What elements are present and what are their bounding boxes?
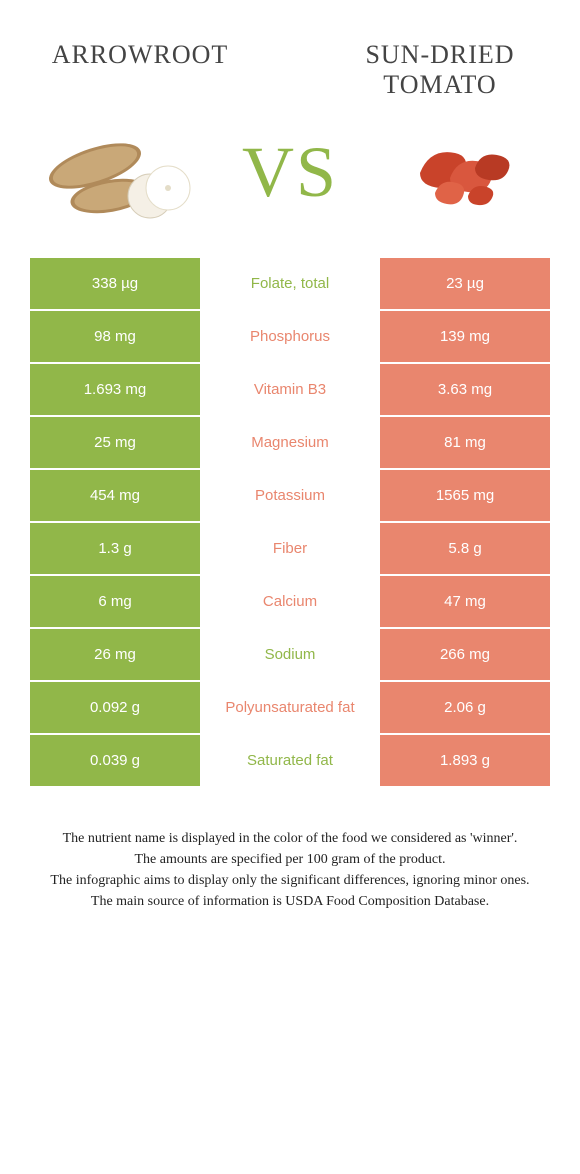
value-left: 1.693 mg: [30, 364, 200, 415]
value-left: 25 mg: [30, 417, 200, 468]
value-right: 1565 mg: [380, 470, 550, 521]
value-left: 26 mg: [30, 629, 200, 680]
nutrient-name: Sodium: [200, 629, 380, 680]
nutrient-name: Fiber: [200, 523, 380, 574]
value-left: 1.3 g: [30, 523, 200, 574]
value-right: 47 mg: [380, 576, 550, 627]
nutrient-name: Calcium: [200, 576, 380, 627]
table-row: 25 mgMagnesium81 mg: [30, 417, 550, 468]
nutrient-name: Polyunsaturated fat: [200, 682, 380, 733]
food-left-title: Arrowroot: [40, 40, 240, 70]
table-row: 6 mgCalcium47 mg: [30, 576, 550, 627]
value-right: 81 mg: [380, 417, 550, 468]
table-row: 0.039 gSaturated fat1.893 g: [30, 735, 550, 786]
table-row: 454 mgPotassium1565 mg: [30, 470, 550, 521]
value-left: 6 mg: [30, 576, 200, 627]
food-right-title-line2: tomato: [340, 70, 540, 100]
value-right: 139 mg: [380, 311, 550, 362]
footer-line: The nutrient name is displayed in the co…: [28, 828, 552, 849]
nutrient-name: Potassium: [200, 470, 380, 521]
value-right: 5.8 g: [380, 523, 550, 574]
table-row: 1.693 mgVitamin B33.63 mg: [30, 364, 550, 415]
value-left: 454 mg: [30, 470, 200, 521]
table-row: 0.092 gPolyunsaturated fat2.06 g: [30, 682, 550, 733]
value-left: 0.039 g: [30, 735, 200, 786]
value-right: 1.893 g: [380, 735, 550, 786]
footer-line: The amounts are specified per 100 gram o…: [28, 849, 552, 870]
nutrient-name: Saturated fat: [200, 735, 380, 786]
nutrient-name: Folate, total: [200, 258, 380, 309]
value-right: 2.06 g: [380, 682, 550, 733]
value-right: 3.63 mg: [380, 364, 550, 415]
food-left-image: [40, 118, 200, 228]
food-right-image: [380, 118, 540, 228]
table-row: 98 mgPhosphorus139 mg: [30, 311, 550, 362]
value-right: 23 µg: [380, 258, 550, 309]
value-left: 98 mg: [30, 311, 200, 362]
footer-line: The infographic aims to display only the…: [28, 870, 552, 891]
comparison-table: 338 µgFolate, total23 µg98 mgPhosphorus1…: [0, 258, 580, 786]
table-row: 338 µgFolate, total23 µg: [30, 258, 550, 309]
nutrient-name: Magnesium: [200, 417, 380, 468]
nutrient-name: Vitamin B3: [200, 364, 380, 415]
table-row: 1.3 gFiber5.8 g: [30, 523, 550, 574]
food-right-title-line1: Sun-dried: [340, 40, 540, 70]
vs-label: VS: [242, 131, 338, 214]
footer-line: The main source of information is USDA F…: [28, 891, 552, 912]
nutrient-name: Phosphorus: [200, 311, 380, 362]
value-left: 338 µg: [30, 258, 200, 309]
table-row: 26 mgSodium266 mg: [30, 629, 550, 680]
value-left: 0.092 g: [30, 682, 200, 733]
footer-notes: The nutrient name is displayed in the co…: [0, 788, 580, 912]
value-right: 266 mg: [380, 629, 550, 680]
